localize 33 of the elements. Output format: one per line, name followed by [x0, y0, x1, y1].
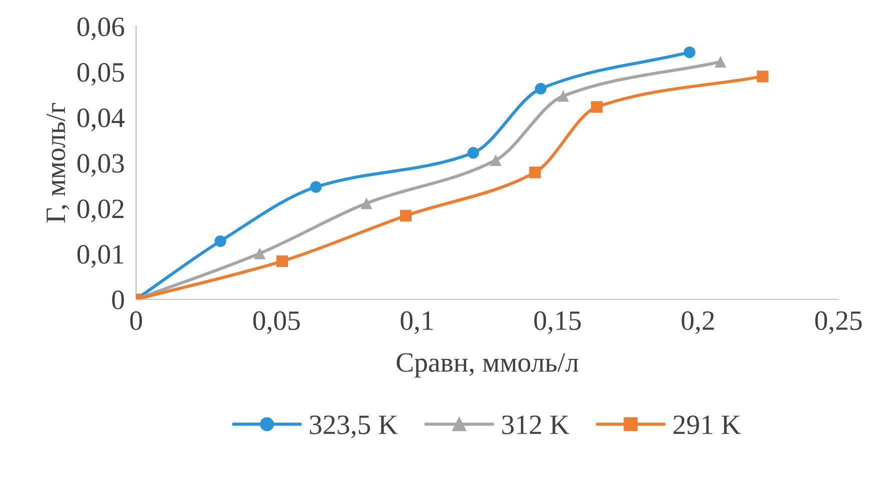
legend-label: 323,5 K — [310, 416, 398, 438]
point — [360, 198, 372, 210]
point — [310, 181, 322, 193]
y-tick-label: 0,01 — [77, 245, 124, 268]
y-tick-label: 0,06 — [77, 18, 124, 40]
y-tick-label: 0,05 — [77, 63, 124, 86]
x-tick-label: 0,2 — [682, 311, 714, 334]
point — [684, 46, 696, 58]
x-tick-label: 0,25 — [815, 311, 862, 334]
point — [557, 90, 569, 102]
point — [400, 210, 412, 222]
y-tick-label: 0,04 — [77, 108, 125, 132]
point — [490, 154, 502, 166]
y-tick-label: 0,02 — [77, 200, 124, 222]
legend-label: 291 K — [674, 416, 741, 434]
x-tick-label: 0 — [130, 311, 142, 330]
x-tick-label: 0,1 — [400, 311, 433, 334]
point — [591, 101, 603, 113]
point — [254, 248, 266, 260]
y-tick-label: 0 — [112, 290, 124, 310]
x-tick-label: 0,05 — [253, 311, 300, 334]
point — [714, 56, 726, 68]
point — [467, 147, 480, 159]
point — [214, 235, 226, 247]
y-axis-title: Г, ммоль/г — [46, 103, 70, 223]
point — [534, 82, 546, 94]
x-axis-title: Сравн, ммоль/л — [396, 353, 578, 378]
point — [756, 70, 768, 82]
y-tick-label: 0,03 — [77, 154, 124, 177]
point — [276, 255, 288, 267]
point — [529, 166, 541, 178]
x-tick-label: 0,15 — [534, 311, 581, 334]
legend-label: 312 K — [502, 416, 570, 434]
